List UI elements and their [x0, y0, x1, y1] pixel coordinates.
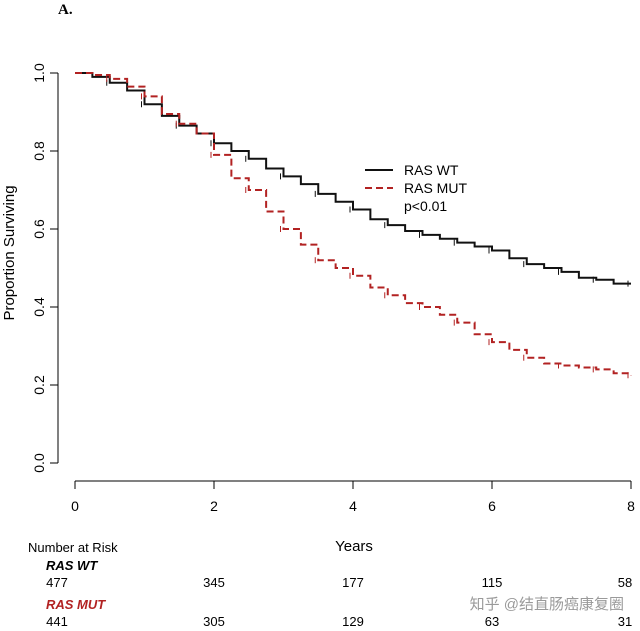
x-axis-title: Years	[335, 538, 373, 555]
x-tick-label: 2	[210, 498, 218, 514]
x-tick-label: 6	[488, 498, 496, 514]
x-axis: 0 2 4 6 8	[71, 480, 635, 514]
risk-table-title: Number at Risk	[28, 540, 118, 555]
y-tick-label: 0.4	[31, 297, 47, 317]
risk-value: 177	[342, 575, 364, 590]
risk-value: 441	[46, 614, 68, 629]
km-curve-ras-wt	[75, 72, 631, 285]
legend: RAS WT RAS MUT p<0.01	[365, 162, 467, 214]
risk-group-label-wt: RAS WT	[46, 558, 98, 573]
risk-value: 477	[46, 575, 68, 590]
risk-value: 58	[617, 575, 633, 590]
risk-table: Number at Risk RAS WT RAS MUT 477 345 177 1…	[0, 536, 640, 631]
y-tick-label: 0.8	[31, 141, 47, 161]
watermark: 知乎 @结直肠癌康复圈	[469, 596, 624, 613]
y-axis-title: Proportion Surviving	[1, 185, 18, 320]
x-tick-label: 4	[349, 498, 357, 514]
risk-value: 129	[342, 614, 364, 629]
survival-chart: 0.0 0.2 0.4 0.6 0.8 1.0 0 2 4 6 8 RAS WT RAS MUT p<…	[1, 63, 635, 555]
legend-label-ras-wt: RAS WT	[404, 162, 459, 178]
y-tick-label: 0.0	[31, 453, 47, 473]
risk-value: 345	[203, 575, 225, 590]
panel-label: A.	[58, 2, 73, 18]
y-tick-label: 0.2	[31, 375, 47, 395]
legend-pvalue: p<0.01	[404, 198, 447, 214]
y-tick-label: 1.0	[31, 63, 47, 83]
risk-value: 115	[481, 575, 503, 590]
legend-label-ras-mut: RAS MUT	[404, 180, 467, 196]
y-tick-label: 0.6	[31, 219, 47, 239]
risk-value: 63	[484, 614, 500, 629]
risk-value: 305	[203, 614, 225, 629]
x-tick-label: 8	[627, 498, 635, 514]
y-axis: 0.0 0.2 0.4 0.6 0.8 1.0	[31, 63, 59, 473]
risk-group-label-mut: RAS MUT	[46, 597, 106, 612]
series-layer	[75, 72, 632, 379]
x-tick-label: 0	[71, 498, 79, 514]
km-curve-ras-mut	[75, 72, 632, 376]
risk-value: 31	[617, 614, 633, 629]
